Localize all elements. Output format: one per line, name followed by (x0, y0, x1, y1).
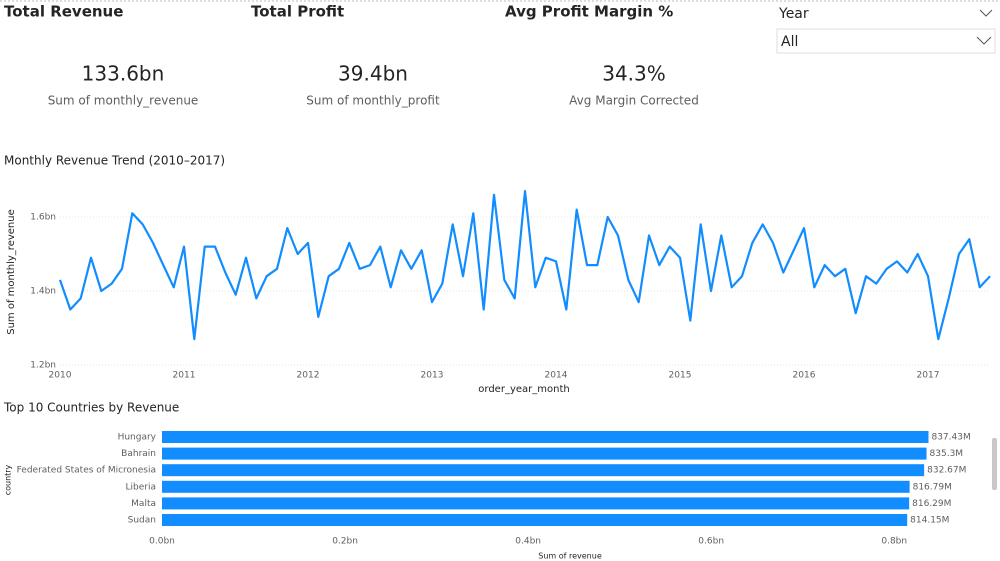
bar (162, 447, 927, 460)
category-label: Sudan (128, 516, 156, 526)
bar (162, 480, 910, 493)
card-title: Total Revenue (4, 3, 123, 21)
card-title: Total Profit (251, 3, 344, 21)
data-label: 832.67M (927, 466, 966, 476)
bar (162, 464, 925, 477)
category-label: Bahrain (121, 449, 156, 459)
chart-title: Top 10 Countries by Revenue (3, 401, 179, 415)
category-label: Liberia (126, 482, 156, 492)
x-tick-label: 2014 (545, 371, 568, 381)
x-axis-label: order_year_month (478, 384, 569, 395)
x-tick-label: 0.4bn (515, 537, 541, 547)
x-tick-label: 2017 (917, 371, 940, 381)
line-series (58, 190, 991, 341)
data-label: 814.15M (910, 516, 949, 526)
y-tick-label: 1.6bn (30, 213, 56, 223)
x-tick-label: 2011 (173, 371, 196, 381)
x-tick-label: 0.6bn (698, 537, 724, 547)
slicer-value: All (781, 34, 798, 50)
x-tick-label: 0.2bn (332, 537, 358, 547)
x-tick-label: 2015 (669, 371, 692, 381)
x-tick-label: 2016 (793, 371, 816, 381)
chart-title: Monthly Revenue Trend (2010–2017) (4, 154, 225, 168)
category-label: Federated States of Micronesia (17, 466, 156, 476)
data-label: 816.79M (913, 482, 952, 492)
data-label: 816.29M (912, 499, 951, 509)
card-value: 34.3% (602, 62, 666, 86)
dropdown-arrow (976, 36, 992, 45)
x-axis-label: Sum of revenue (538, 552, 602, 561)
card-label: Avg Margin Corrected (569, 94, 699, 108)
x-tick-label: 0.8bn (881, 537, 907, 547)
bar (162, 514, 908, 526)
x-tick-label: 2012 (297, 371, 320, 381)
x-tick-label: 2013 (421, 371, 444, 381)
y-tick-label: 1.4bn (30, 287, 56, 297)
bar (162, 497, 910, 510)
card-value: 133.6bn (82, 62, 165, 86)
data-label: 835.3M (930, 449, 964, 459)
bar (162, 431, 929, 443)
card-label: Sum of monthly_profit (306, 94, 440, 108)
slicer-dropdown[interactable] (776, 28, 996, 54)
data-label: 837.43M (931, 433, 970, 443)
category-label: Malta (131, 499, 156, 509)
x-tick-label: 2010 (49, 371, 72, 381)
slicer-title: Year (778, 6, 809, 22)
y-axis-label: country (4, 464, 13, 495)
card-value: 39.4bn (338, 62, 408, 86)
slicer-collapse[interactable] (979, 9, 993, 17)
y-axis-label: Sum of monthly_revenue (6, 209, 17, 335)
card-title: Avg Profit Margin % (505, 3, 673, 21)
scrollbar[interactable] (992, 438, 997, 490)
card-label: Sum of monthly_revenue (48, 94, 199, 108)
category-label: Hungary (118, 433, 157, 443)
x-tick-label: 0.0bn (149, 537, 175, 547)
y-tick-label: 1.2bn (30, 361, 56, 371)
